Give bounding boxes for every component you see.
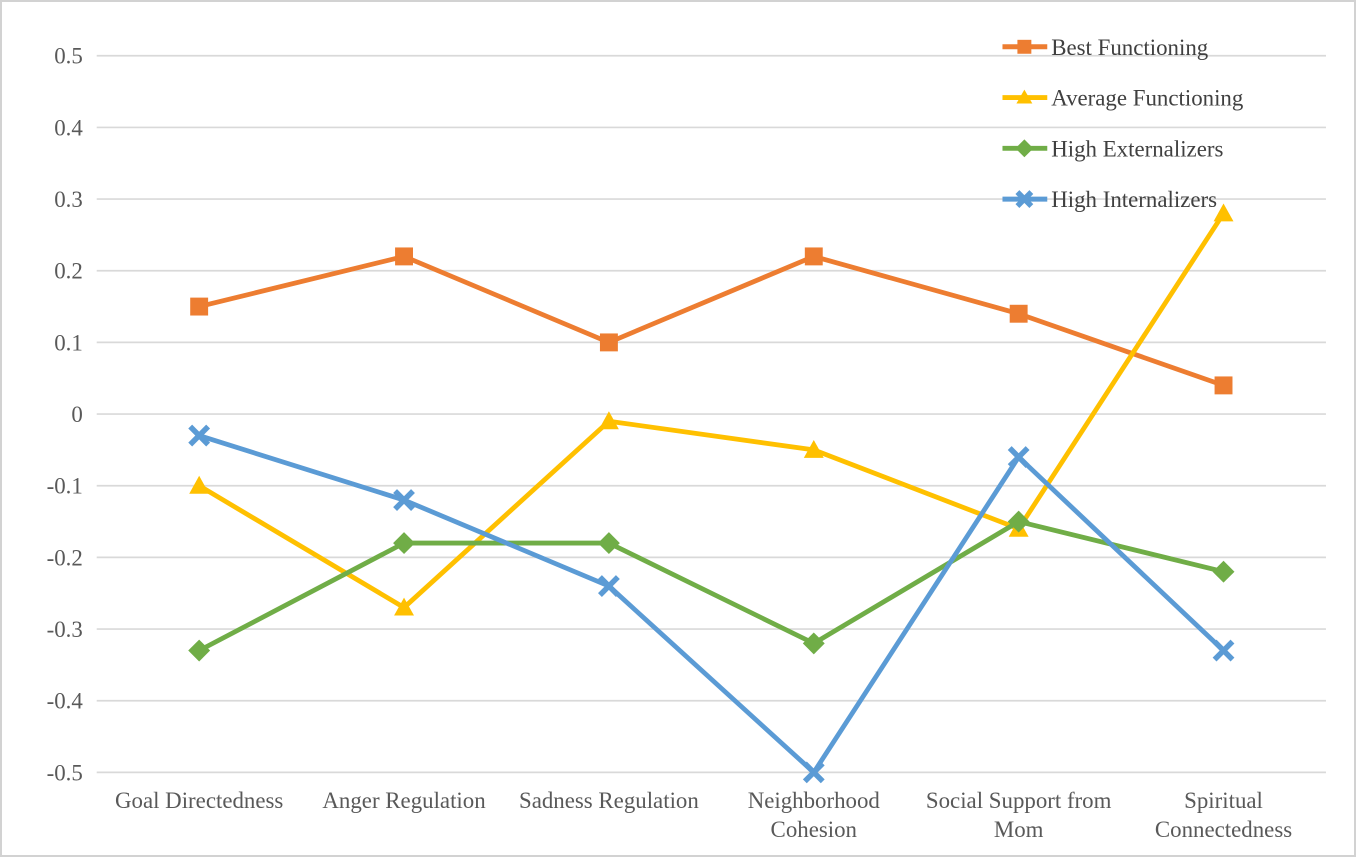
- x-axis-category-label: Sadness Regulation: [519, 788, 699, 813]
- x-marker: [393, 489, 415, 511]
- diamond-marker: [1212, 560, 1235, 583]
- diamond-marker: [597, 532, 620, 555]
- series-line-high-internalizers: [198, 433, 1226, 775]
- y-axis-tick-label: -0.5: [47, 760, 83, 785]
- x-axis-category-label: Social Support from: [926, 788, 1112, 813]
- y-axis-tick-label: 0.3: [54, 187, 83, 212]
- series-line-best-functioning: [198, 254, 1225, 388]
- x-marker: [1007, 446, 1030, 468]
- x-axis-category-label: Spiritual: [1184, 788, 1263, 813]
- x-axis-category-label: Goal Directedness: [115, 788, 283, 813]
- series-line-high-externalizers: [198, 519, 1225, 653]
- y-axis-tick-label: -0.4: [47, 689, 84, 714]
- legend-label: High Internalizers: [1051, 187, 1217, 212]
- square-marker: [190, 297, 209, 316]
- legend-x-marker: [1015, 190, 1034, 208]
- y-axis-tick-label: -0.1: [47, 474, 83, 499]
- y-axis-tick-label: 0.2: [54, 259, 83, 284]
- x-axis-category-label: Mom: [994, 817, 1044, 842]
- x-axis-category-label: Cohesion: [771, 817, 858, 842]
- diamond-marker: [188, 639, 211, 662]
- square-marker: [395, 247, 413, 266]
- y-axis-tick-label: -0.3: [47, 617, 83, 642]
- legend-label: Best Functioning: [1051, 35, 1208, 60]
- square-marker: [804, 247, 823, 266]
- x-axis-category-label: Neighborhood: [748, 788, 881, 813]
- square-marker: [1214, 376, 1233, 395]
- square-marker: [1009, 304, 1028, 323]
- y-axis-tick-label: 0.1: [54, 330, 83, 355]
- legend-square-marker: [1017, 39, 1032, 54]
- y-axis-tick-label: 0.4: [54, 115, 83, 140]
- x-marker: [598, 575, 620, 597]
- triangle-marker: [1213, 203, 1234, 222]
- x-marker: [1212, 639, 1235, 662]
- legend-label: High Externalizers: [1051, 136, 1223, 161]
- diamond-marker: [393, 532, 415, 555]
- legend-diamond-marker: [1015, 139, 1034, 158]
- x-axis-category-label: Anger Regulation: [322, 788, 486, 813]
- triangle-marker: [394, 597, 414, 616]
- triangle-marker: [803, 439, 824, 458]
- series-line-average-functioning: [197, 212, 1226, 610]
- y-axis-tick-label: 0: [71, 402, 82, 427]
- square-marker: [599, 333, 618, 352]
- triangle-marker: [189, 475, 210, 494]
- triangle-marker: [598, 411, 619, 430]
- x-axis-category-label: Connectedness: [1155, 817, 1292, 842]
- legend-triangle-marker: [1016, 89, 1033, 104]
- legend-label: Average Functioning: [1051, 86, 1243, 111]
- x-marker: [188, 424, 211, 447]
- y-axis-tick-label: 0.5: [54, 44, 83, 69]
- y-axis-tick-label: -0.2: [47, 545, 83, 570]
- diamond-marker: [802, 632, 825, 655]
- x-marker: [802, 761, 825, 784]
